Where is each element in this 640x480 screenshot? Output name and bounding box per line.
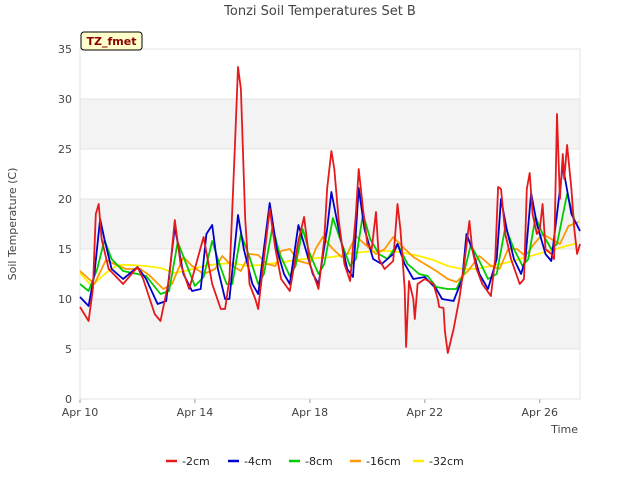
legend-item: -32cm bbox=[413, 455, 464, 468]
legend-label: -2cm bbox=[182, 455, 210, 468]
y-tick-label: 35 bbox=[58, 43, 72, 56]
series-lines bbox=[79, 66, 581, 354]
station-badge: TZ_fmet bbox=[80, 31, 143, 51]
legend-label: -32cm bbox=[429, 455, 464, 468]
y-tick-label: 20 bbox=[58, 193, 72, 206]
plot-area-frame bbox=[79, 48, 581, 400]
x-axis-label: Time bbox=[550, 423, 578, 436]
grid-band bbox=[80, 99, 580, 149]
y-axis-ticks: 0 5 10 15 20 25 30 35 bbox=[58, 43, 72, 406]
legend-label: -4cm bbox=[244, 455, 272, 468]
legend-item: -4cm bbox=[228, 455, 272, 468]
x-tick-label: Apr 10 bbox=[62, 406, 99, 419]
grid-band bbox=[80, 299, 580, 349]
x-tick-label: Apr 14 bbox=[177, 406, 214, 419]
y-tick-label: 5 bbox=[65, 343, 72, 356]
x-tick-label: Apr 26 bbox=[522, 406, 559, 419]
y-tick-label: 10 bbox=[58, 293, 72, 306]
y-tick-label: 25 bbox=[58, 143, 72, 156]
y-axis-label: Soil Temperature (C) bbox=[6, 168, 19, 281]
x-tick-label: Apr 22 bbox=[407, 406, 444, 419]
x-axis-ticks: Apr 10 Apr 14 Apr 18 Apr 22 Apr 26 bbox=[62, 399, 558, 419]
legend-label: -16cm bbox=[366, 455, 401, 468]
badge-box bbox=[80, 31, 143, 51]
legend: -2cm -4cm -8cm -16cm -32cm bbox=[166, 455, 464, 468]
legend-item: -2cm bbox=[166, 455, 210, 468]
badge-label: TZ_fmet bbox=[87, 35, 137, 48]
y-tick-label: 0 bbox=[65, 393, 72, 406]
y-tick-label: 30 bbox=[58, 93, 72, 106]
x-tick-label: Apr 18 bbox=[292, 406, 329, 419]
legend-label: -8cm bbox=[305, 455, 333, 468]
chart-title: Tonzi Soil Temperatures Set B bbox=[223, 4, 416, 19]
series-line bbox=[79, 193, 576, 295]
series-line bbox=[79, 221, 579, 290]
legend-item: -16cm bbox=[350, 455, 401, 468]
legend-item: -8cm bbox=[289, 455, 333, 468]
y-tick-label: 15 bbox=[58, 243, 72, 256]
series-line bbox=[79, 66, 581, 354]
